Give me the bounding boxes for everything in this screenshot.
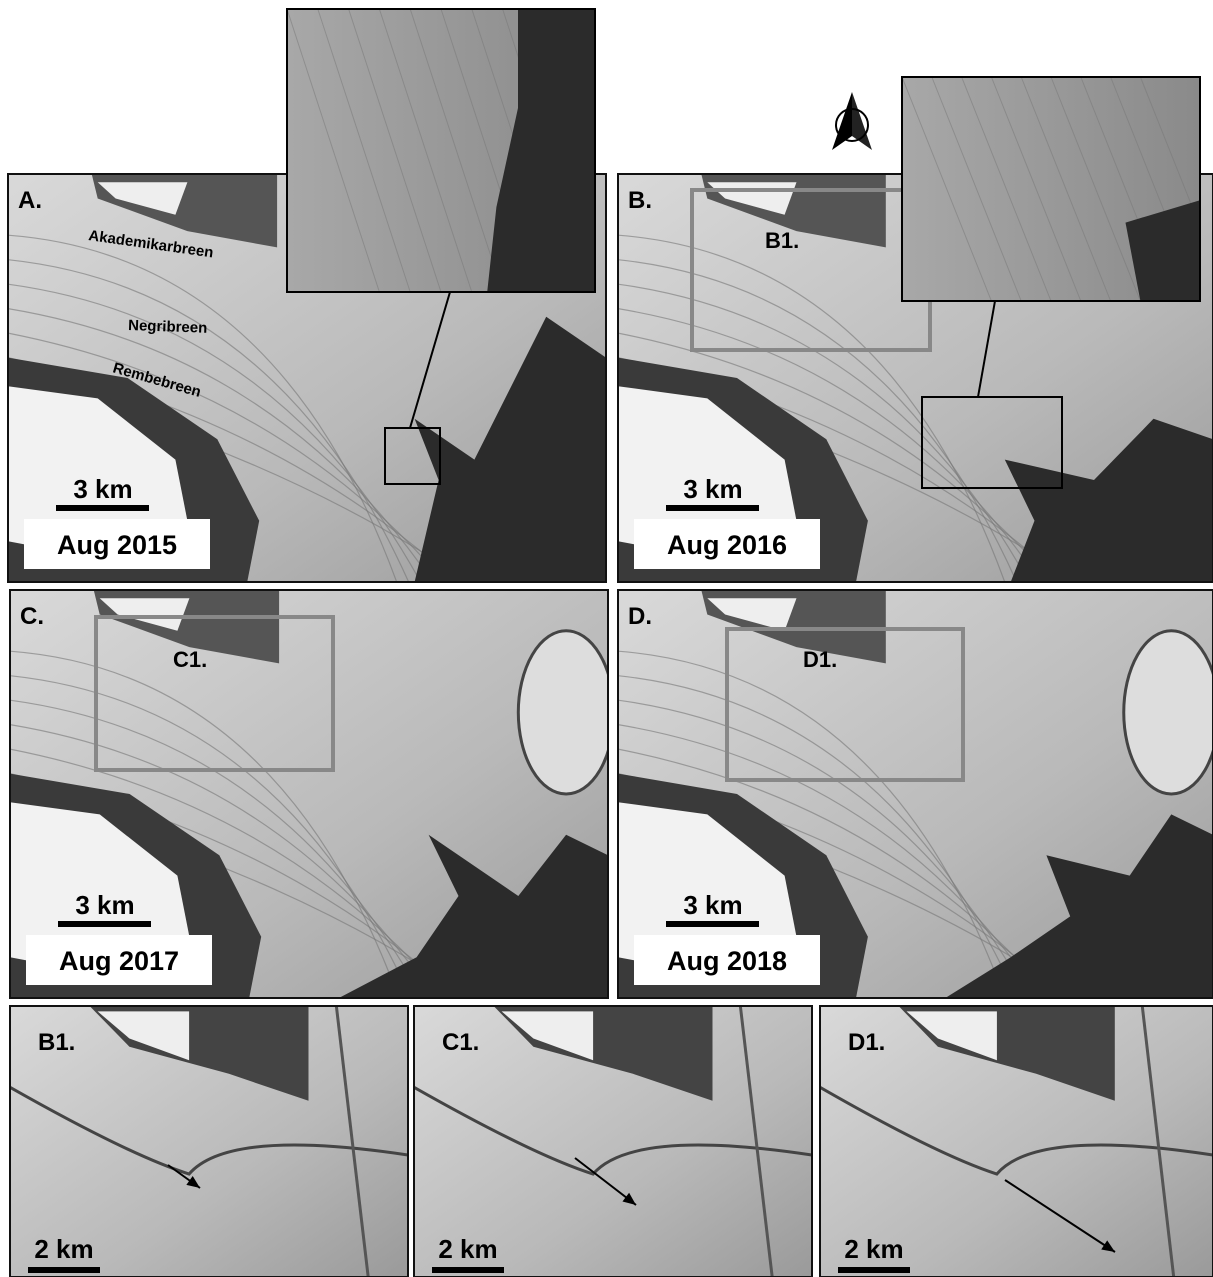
- date-label: Aug 2018: [667, 946, 787, 976]
- scale-label: 2 km: [438, 1234, 497, 1264]
- panel-label: B.: [628, 187, 652, 214]
- nunatak: [518, 631, 614, 794]
- glacier-name: Negribreen: [128, 317, 208, 337]
- scale-label: 3 km: [683, 474, 742, 504]
- panel-label: D.: [628, 603, 652, 630]
- inset-label: C1.: [173, 647, 207, 672]
- image-panel: [902, 77, 1213, 301]
- scale-label: 2 km: [844, 1234, 903, 1264]
- scale-label: 2 km: [34, 1234, 93, 1264]
- panel-label: B1.: [38, 1029, 75, 1056]
- date-label: Aug 2017: [59, 946, 179, 976]
- inset-label: B1.: [765, 228, 799, 253]
- scale-label: 3 km: [683, 890, 742, 920]
- image-panel: [287, 9, 626, 292]
- scale-label: 3 km: [75, 890, 134, 920]
- scale-label: 3 km: [73, 474, 132, 504]
- nunatak: [1124, 631, 1213, 794]
- panel-label: C1.: [442, 1029, 479, 1056]
- figure: A. 3 km Aug 2015 B. 3 km Aug 2016 C. 3 km Aug 20…: [0, 0, 1213, 1277]
- north-arrow: [832, 92, 872, 150]
- date-label: Aug 2016: [667, 530, 787, 560]
- inset-label: D1.: [803, 647, 837, 672]
- panel-label: D1.: [848, 1029, 885, 1056]
- panel-label: C.: [20, 603, 44, 630]
- date-label: Aug 2015: [57, 530, 177, 560]
- panel-label: A.: [18, 187, 42, 214]
